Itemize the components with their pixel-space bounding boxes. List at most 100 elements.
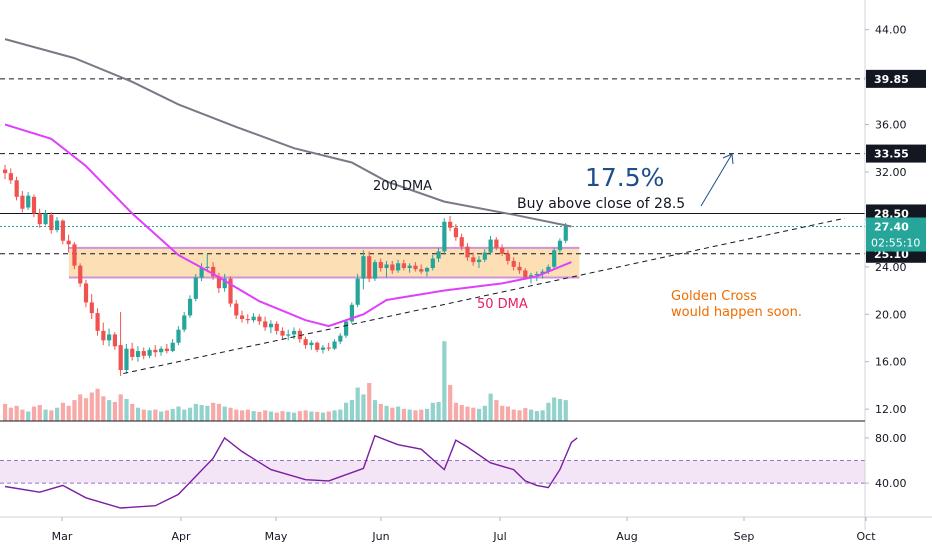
candle-body xyxy=(78,265,83,284)
candle-body xyxy=(216,276,222,289)
volume-bar xyxy=(476,408,482,421)
volume-bar xyxy=(187,407,193,421)
time-tick-label: Aug xyxy=(616,530,637,543)
volume-bar xyxy=(413,410,418,421)
candle-body xyxy=(211,266,216,277)
candle-body xyxy=(297,330,302,340)
dma50-label: 50 DMA xyxy=(477,297,528,312)
candle-body xyxy=(448,221,453,228)
candle-body xyxy=(239,315,245,320)
volume-bar xyxy=(245,409,250,421)
volume-bar xyxy=(303,410,308,421)
time-tick-label: Jun xyxy=(371,530,389,543)
candle-body xyxy=(482,252,487,260)
candle-body xyxy=(274,323,279,331)
volume-bar xyxy=(338,409,343,421)
volume-bar xyxy=(3,403,8,421)
percent-annotation: 17.5% xyxy=(585,163,664,192)
volume-bar xyxy=(436,402,441,421)
volume-bar xyxy=(320,412,326,421)
candle-body xyxy=(407,265,412,269)
volume-bar xyxy=(557,398,563,421)
volume-bar xyxy=(517,410,522,421)
candle-body xyxy=(511,260,516,267)
volume-bar xyxy=(153,409,158,421)
volume-bar xyxy=(135,407,141,421)
volume-bar xyxy=(465,406,470,421)
candle-body xyxy=(413,265,418,270)
volume-bar xyxy=(430,402,435,421)
volume-bar xyxy=(182,409,187,421)
level-label: 39.85 xyxy=(874,73,909,86)
volume-bar xyxy=(26,411,31,421)
candle-body xyxy=(315,342,320,350)
volume-bar xyxy=(124,398,129,421)
volume-bar xyxy=(43,409,48,421)
price-tick-label: 16.00 xyxy=(875,356,907,369)
level-label-bg xyxy=(866,69,926,88)
candle-body xyxy=(245,319,250,321)
candle-body xyxy=(303,339,308,346)
candle-body xyxy=(367,256,372,279)
candle-body xyxy=(49,214,54,231)
volume-bar xyxy=(384,405,389,421)
last-price-label-bg xyxy=(866,217,926,252)
volume-bar xyxy=(141,409,146,421)
rsi-tick-label: 40.00 xyxy=(875,477,907,490)
candle-body xyxy=(141,351,146,356)
volume-bar xyxy=(193,403,198,421)
golden-cross-label-2: would happen soon. xyxy=(671,305,802,320)
volume-bar xyxy=(500,405,505,421)
price-tick-label: 36.00 xyxy=(875,119,907,132)
volume-bar xyxy=(199,405,204,421)
candle-body xyxy=(436,251,441,259)
volume-bar xyxy=(164,410,170,421)
volume-bar xyxy=(8,407,13,421)
volume-bar xyxy=(222,406,227,421)
candle-body xyxy=(187,298,193,316)
candle-body xyxy=(112,334,118,347)
volume-bar xyxy=(349,400,354,421)
time-tick-label: Oct xyxy=(856,530,876,543)
candle-body xyxy=(234,303,239,316)
buy-annotation: Buy above close of 28.5 xyxy=(517,196,685,212)
volume-bar xyxy=(95,388,100,421)
time-tick-label: Sep xyxy=(734,530,755,543)
time-tick-label: Jul xyxy=(492,530,506,543)
candle-body xyxy=(494,239,499,248)
volume-bar xyxy=(390,407,395,421)
level-label-bg xyxy=(866,144,926,163)
volume-bar xyxy=(14,405,19,421)
volume-bar xyxy=(534,411,539,421)
candle-body xyxy=(60,220,65,241)
volume-bar xyxy=(37,405,42,421)
volume-bar xyxy=(31,406,37,421)
candle-body xyxy=(500,247,505,254)
volume-bar xyxy=(378,403,383,421)
volume-bar xyxy=(89,392,94,421)
volume-bar xyxy=(424,408,430,421)
candle-body xyxy=(26,195,31,208)
candle-body xyxy=(130,348,135,357)
candle-body xyxy=(471,257,476,263)
candle-body xyxy=(268,323,274,328)
volume-bar xyxy=(453,402,459,421)
dma200-label: 200 DMA xyxy=(373,179,432,194)
volume-bar xyxy=(505,406,511,421)
volume-bar xyxy=(274,412,279,421)
candle-body xyxy=(326,347,331,349)
candle-body xyxy=(263,321,268,328)
candle-body xyxy=(159,348,164,353)
candle-body xyxy=(540,271,545,274)
candle-body xyxy=(465,246,470,258)
last-price-label: 27.40 xyxy=(874,221,909,234)
rsi-tick-label: 80.00 xyxy=(875,432,907,445)
candle-body xyxy=(488,239,493,253)
price-tick-label: 24.00 xyxy=(875,261,907,274)
candle-body xyxy=(20,195,25,209)
target-arrow xyxy=(700,153,733,207)
volume-bar xyxy=(482,405,487,421)
volume-bar xyxy=(66,405,71,421)
candle-body xyxy=(280,330,285,336)
